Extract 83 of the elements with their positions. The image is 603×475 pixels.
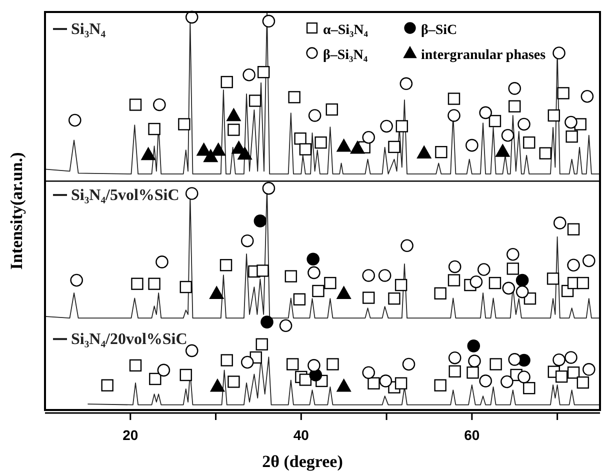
point xyxy=(567,258,580,272)
point xyxy=(580,90,594,103)
point xyxy=(479,106,492,120)
point xyxy=(582,254,596,268)
point xyxy=(210,379,225,392)
point xyxy=(552,46,566,60)
point xyxy=(254,214,267,228)
legend-label: β–Si₃N₄ xyxy=(323,48,368,63)
point xyxy=(262,182,276,195)
point xyxy=(306,252,320,266)
point xyxy=(70,274,83,287)
point xyxy=(508,82,522,95)
y-axis-title: Intensity(ar.un.) xyxy=(7,152,26,270)
legend-label: Si₃N₄/20vol%SiC xyxy=(71,331,188,348)
point xyxy=(518,370,530,384)
point xyxy=(506,248,520,261)
point xyxy=(379,374,392,388)
point xyxy=(68,114,82,127)
point xyxy=(378,269,392,282)
point xyxy=(157,364,170,377)
point xyxy=(260,316,274,328)
legend-label: intergranular phases xyxy=(421,48,546,63)
point xyxy=(479,374,492,388)
point xyxy=(362,366,376,379)
point xyxy=(185,344,198,358)
point xyxy=(238,146,252,160)
legend-label: Si₃N₄ xyxy=(71,21,106,38)
point xyxy=(308,266,320,280)
point xyxy=(582,363,596,376)
point xyxy=(242,68,256,82)
legend-label: β–SiC xyxy=(421,23,458,38)
x-tick-label: 20 xyxy=(122,427,138,443)
point xyxy=(552,353,566,366)
point xyxy=(308,109,322,122)
legend-label: Si₃N₄/5vol%SiC xyxy=(71,186,180,204)
point xyxy=(185,187,198,200)
legend-label: α–Si₃N₄ xyxy=(323,23,369,38)
point xyxy=(508,353,522,366)
point xyxy=(518,118,530,131)
point xyxy=(417,146,432,158)
point xyxy=(336,139,351,152)
point xyxy=(350,141,365,154)
point xyxy=(400,77,413,90)
point xyxy=(466,138,478,152)
point xyxy=(141,147,156,160)
point xyxy=(477,263,490,276)
point xyxy=(553,216,566,230)
point xyxy=(468,354,481,368)
point xyxy=(240,234,254,248)
point xyxy=(204,149,218,162)
point xyxy=(516,274,529,287)
point xyxy=(470,275,483,288)
point xyxy=(211,143,226,156)
point xyxy=(448,260,462,274)
point xyxy=(156,256,168,268)
point xyxy=(226,108,241,122)
point xyxy=(240,356,254,369)
point xyxy=(564,351,578,364)
x-tick-label: 60 xyxy=(464,427,480,443)
point xyxy=(262,14,276,28)
point xyxy=(336,286,351,299)
point xyxy=(380,120,393,133)
point xyxy=(448,351,462,364)
point xyxy=(467,340,480,352)
point xyxy=(153,98,166,112)
point xyxy=(496,144,510,157)
x-tick-label: 40 xyxy=(293,427,310,443)
point xyxy=(210,286,224,299)
point xyxy=(501,128,514,142)
point xyxy=(516,285,529,298)
point xyxy=(362,269,376,282)
point xyxy=(448,109,460,122)
point xyxy=(400,239,414,252)
point xyxy=(500,375,514,388)
point xyxy=(402,358,416,371)
point xyxy=(362,130,376,144)
point xyxy=(564,116,578,129)
point xyxy=(502,282,516,295)
x-axis-title: 2θ (degree) xyxy=(262,452,343,471)
point xyxy=(336,379,351,392)
point xyxy=(308,359,320,372)
point xyxy=(196,143,211,156)
point xyxy=(279,319,292,332)
